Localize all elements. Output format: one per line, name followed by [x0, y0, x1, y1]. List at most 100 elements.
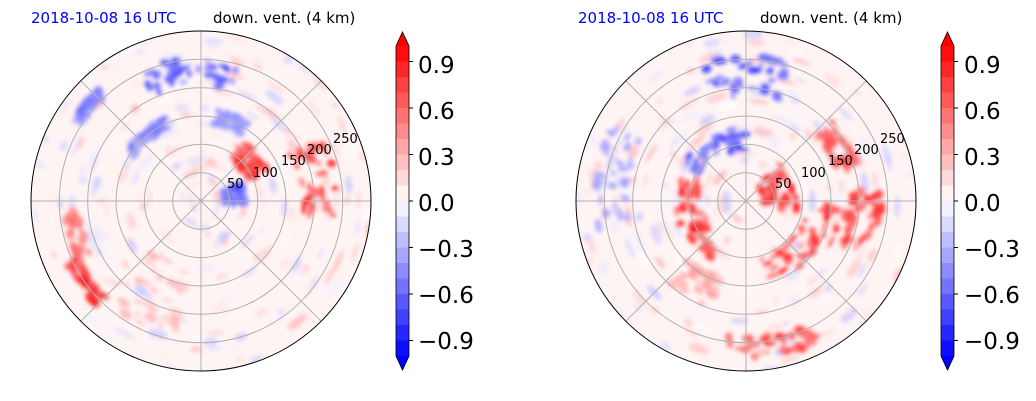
colorbar-level	[396, 185, 409, 202]
panel-2-cbar-tick-0.9: 0.9	[964, 53, 1001, 79]
field-feature-cell	[789, 182, 796, 195]
panel-2-polar-grid	[576, 31, 916, 371]
field-feature-cell	[833, 205, 841, 214]
field-feature-cell	[156, 88, 162, 97]
field-feature-cell	[308, 149, 312, 155]
field-feature-cell	[610, 170, 616, 176]
field-feature-cell	[157, 252, 164, 260]
field-noise-cell	[168, 253, 175, 261]
colorbar-level	[941, 77, 954, 94]
field-feature-cell	[799, 332, 805, 338]
field-noise-cell	[227, 312, 251, 322]
field-feature-cell	[62, 216, 69, 226]
field-feature-cell	[169, 282, 181, 289]
colorbar-level	[941, 123, 954, 140]
field-noise-cell	[615, 307, 627, 321]
field-noise-cell	[757, 218, 764, 224]
field-feature-cell	[232, 124, 240, 132]
field-noise-cell	[741, 178, 754, 184]
panel-1-title-variable: down. vent. (4 km)	[213, 9, 355, 27]
field-feature-cell	[839, 238, 848, 245]
field-feature-cell	[635, 136, 643, 144]
field-noise-cell	[127, 258, 141, 272]
field-noise-cell	[236, 89, 258, 101]
field-noise-cell	[102, 275, 111, 287]
field-noise-cell	[187, 359, 195, 365]
field-noise-cell	[905, 170, 915, 178]
field-feature-cell	[303, 150, 312, 164]
field-feature-cell	[616, 207, 623, 222]
field-feature-cell	[685, 160, 690, 166]
field-noise-cell	[86, 149, 95, 164]
field-feature-cell	[678, 280, 686, 288]
field-feature-cell	[767, 66, 774, 75]
field-noise-cell	[91, 175, 98, 197]
field-noise-cell	[717, 195, 725, 215]
panel-1: 2018-10-08 16 UTC down. vent. (4 km) 50 …	[30, 9, 474, 372]
field-feature-cell	[870, 192, 880, 200]
panel-2-radial-tick-250: 250	[880, 132, 905, 147]
field-noise-cell	[114, 326, 135, 340]
field-feature-cell	[822, 130, 832, 139]
field-feature-cell	[624, 132, 631, 142]
field-noise-cell	[217, 297, 233, 303]
field-feature-cell	[807, 243, 815, 250]
field-feature-cell	[730, 54, 741, 64]
field-noise-cell	[196, 265, 217, 272]
field-noise-cell	[734, 289, 756, 295]
field-feature-cell	[712, 151, 720, 157]
field-feature-cell	[204, 63, 211, 72]
field-feature-cell	[778, 345, 789, 354]
panel-1-radial-tick-200: 200	[307, 143, 332, 158]
field-noise-cell	[330, 140, 340, 158]
field-feature-cell	[690, 185, 698, 197]
colorbar-outline	[940, 31, 955, 371]
field-noise-cell	[663, 180, 668, 190]
field-feature-cell	[80, 265, 88, 277]
field-noise-cell	[268, 176, 277, 194]
field-feature-cell	[196, 64, 201, 74]
colorbar-level	[396, 263, 409, 280]
field-noise-cell	[107, 57, 126, 69]
field-noise-cell	[147, 328, 168, 340]
field-feature-cell	[321, 169, 328, 177]
field-noise-cell	[287, 139, 298, 154]
panel-2-radial-tick-200: 200	[854, 143, 879, 158]
panel-2-radial-tick-100: 100	[801, 166, 826, 181]
field-feature-cell	[134, 299, 142, 305]
field-noise-cell	[854, 245, 866, 265]
field-noise-cell	[784, 268, 801, 281]
field-noise-cell	[845, 309, 852, 316]
field-feature-cell	[865, 227, 873, 241]
panel-1-plot-border	[30, 30, 372, 372]
field-noise-cell	[174, 103, 189, 112]
field-noise-cell	[358, 152, 366, 163]
field-feature-cell	[85, 293, 95, 305]
field-noise-cell	[659, 342, 672, 351]
field-feature-cell	[809, 247, 817, 257]
field-noise-cell	[104, 231, 109, 238]
field-noise-cell	[739, 258, 759, 263]
field-feature-cell	[735, 346, 747, 351]
field-feature-cell	[135, 311, 141, 316]
field-noise-cell	[728, 213, 746, 223]
field-noise-cell	[180, 111, 192, 118]
field-noise-cell	[832, 241, 841, 255]
field-noise-cell	[807, 61, 818, 69]
colorbar-level	[396, 278, 409, 295]
field-feature-cell	[753, 353, 759, 361]
field-noise-cell	[217, 231, 231, 242]
panel-1-cbar-tick-0.3: 0.3	[418, 145, 455, 171]
panel-2-cbar-tick-0.3: 0.3	[964, 145, 1001, 171]
field-noise-cell	[712, 169, 727, 186]
field-noise-cell	[806, 275, 819, 286]
field-feature-cell	[143, 257, 154, 267]
field-noise-cell	[634, 236, 646, 258]
field-feature-cell	[162, 126, 172, 132]
field-noise-cell	[844, 108, 855, 121]
colorbar-level	[941, 340, 954, 357]
field-noise-cell	[199, 105, 211, 112]
panel-1-colorbar	[395, 31, 413, 371]
field-feature-cell	[776, 161, 785, 170]
panel-2-colorbar-tick-labels: 0.9 0.6 0.3 0.0 −0.3 −0.6 −0.9	[964, 53, 1020, 355]
